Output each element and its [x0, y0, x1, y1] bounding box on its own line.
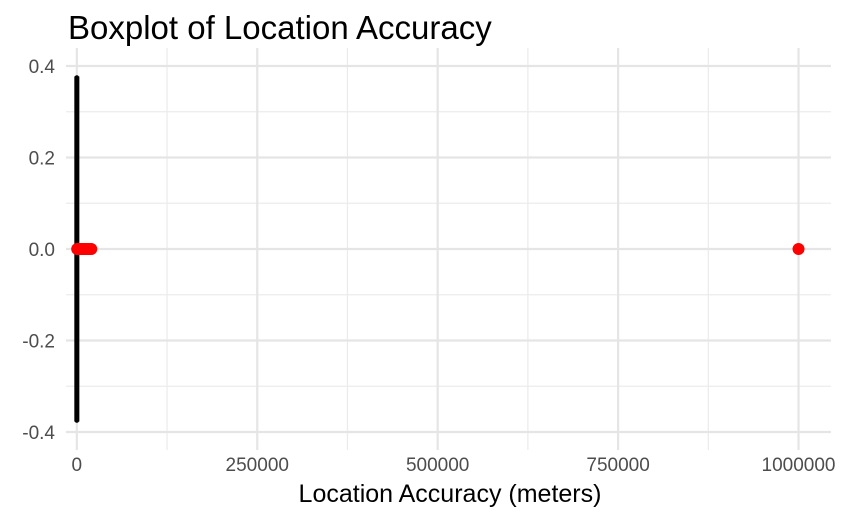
x-tick-label: 500000 [406, 455, 469, 476]
major-gridlines [66, 48, 831, 450]
chart-title: Boxplot of Location Accuracy [68, 9, 492, 46]
x-tick-label: 250000 [226, 455, 289, 476]
x-tick-label: 750000 [586, 455, 649, 476]
y-axis-tick-labels: 0.4 0.2 0.0 -0.2 -0.4 [22, 57, 55, 444]
outlier-points [71, 243, 805, 255]
y-tick-label: -0.4 [22, 423, 55, 444]
minor-gridlines [66, 48, 831, 450]
y-tick-label: 0.0 [29, 240, 55, 261]
x-axis-tick-labels: 0 250000 500000 750000 1000000 [72, 455, 836, 476]
y-tick-label: 0.2 [29, 149, 55, 170]
y-tick-label: 0.4 [29, 57, 56, 78]
outlier-point [792, 243, 805, 255]
x-tick-label: 1000000 [762, 455, 836, 476]
outlier-point [85, 243, 98, 255]
x-tick-label: 0 [72, 455, 83, 476]
x-axis-title: Location Accuracy (meters) [299, 480, 602, 508]
y-tick-label: -0.2 [22, 332, 55, 353]
